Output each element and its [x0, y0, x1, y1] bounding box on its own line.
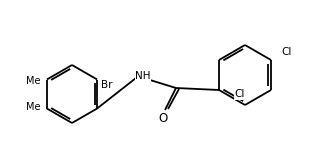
Text: Me: Me — [26, 101, 40, 112]
Text: Cl: Cl — [282, 47, 292, 57]
Text: NH: NH — [135, 71, 151, 81]
Text: Br: Br — [101, 79, 113, 89]
Text: Me: Me — [26, 76, 40, 86]
Text: Cl: Cl — [235, 89, 245, 99]
Text: O: O — [158, 112, 168, 125]
